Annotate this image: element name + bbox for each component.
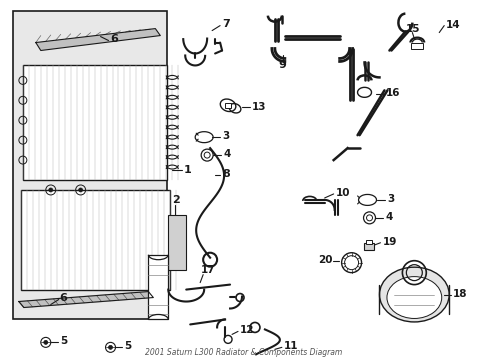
Text: 3: 3: [386, 194, 394, 204]
Text: 12: 12: [240, 325, 254, 336]
Circle shape: [79, 188, 82, 192]
Bar: [224, 103, 230, 108]
Bar: [13, 11, 167, 319]
Ellipse shape: [379, 267, 448, 322]
Text: 10: 10: [335, 188, 349, 198]
Text: 14: 14: [446, 19, 460, 30]
Bar: [410, 42, 423, 49]
Text: 13: 13: [251, 102, 266, 112]
Text: 8: 8: [222, 169, 229, 179]
Text: 19: 19: [382, 237, 396, 247]
Circle shape: [108, 345, 112, 349]
Bar: [168, 215, 186, 270]
Text: 16: 16: [385, 88, 399, 98]
Bar: [148, 255, 168, 319]
Text: 6: 6: [60, 293, 67, 302]
Text: 5: 5: [60, 336, 67, 346]
Bar: [23, 66, 167, 180]
Text: 17: 17: [201, 265, 215, 275]
Text: 5: 5: [124, 341, 131, 351]
Bar: [363, 243, 373, 250]
Polygon shape: [36, 28, 160, 50]
Text: 9: 9: [278, 60, 286, 71]
Text: 18: 18: [452, 289, 467, 298]
Text: 4: 4: [223, 149, 230, 159]
Text: 20: 20: [317, 255, 331, 265]
Circle shape: [44, 340, 48, 345]
Ellipse shape: [386, 276, 441, 319]
Text: 15: 15: [405, 24, 419, 33]
Text: 11: 11: [283, 341, 298, 351]
Text: 3: 3: [222, 131, 229, 141]
Text: 1: 1: [183, 165, 191, 175]
Text: 7: 7: [222, 19, 229, 28]
Polygon shape: [19, 292, 153, 307]
Text: 4: 4: [385, 212, 392, 222]
Bar: [21, 190, 170, 289]
Text: 6: 6: [110, 33, 118, 44]
Text: 2001 Saturn L300 Radiator & Components Diagram: 2001 Saturn L300 Radiator & Components D…: [145, 348, 342, 357]
Bar: [365, 240, 371, 244]
Text: 2: 2: [172, 195, 180, 205]
Circle shape: [49, 188, 53, 192]
